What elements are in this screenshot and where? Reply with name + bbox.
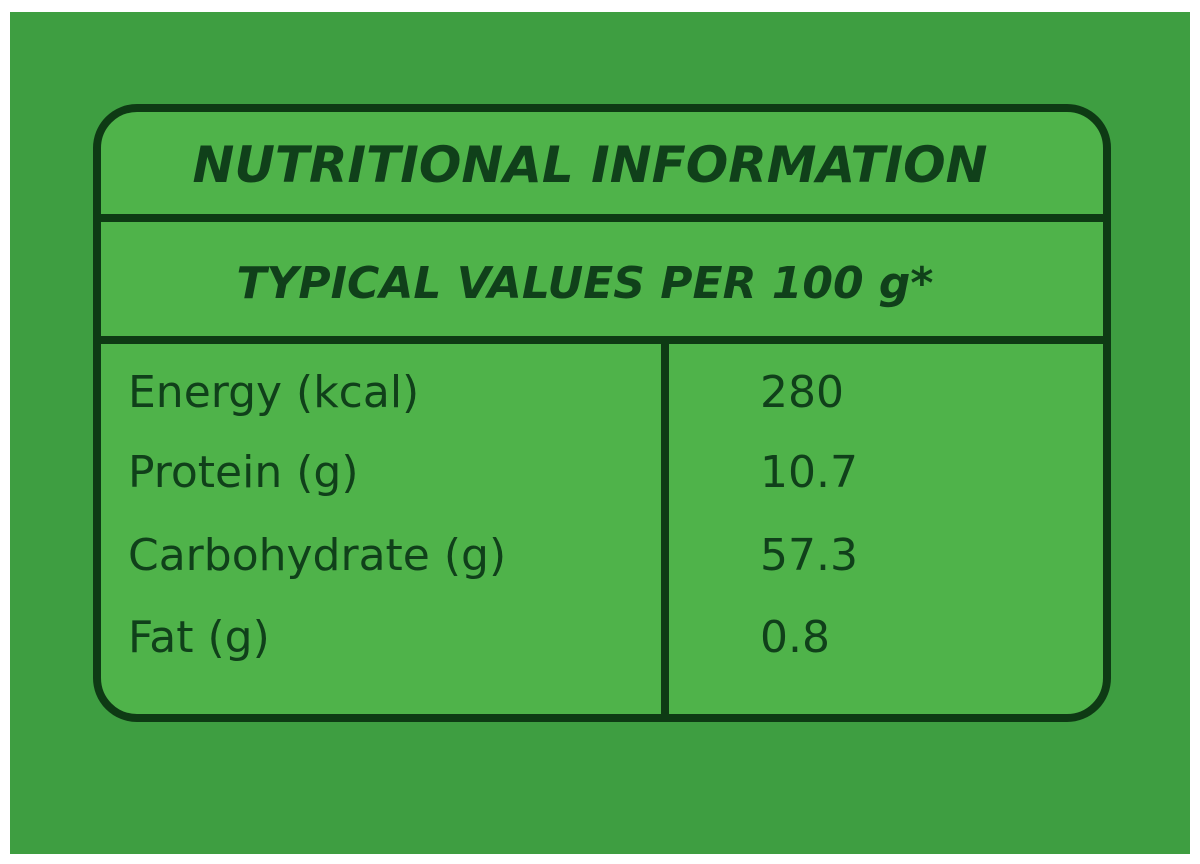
nutrient-value: 280 <box>760 367 844 418</box>
nutrient-value: 10.7 <box>760 447 858 498</box>
nutrient-name: Fat (g) <box>128 612 270 663</box>
nutrient-value: 0.8 <box>760 612 830 663</box>
panel <box>93 104 1111 722</box>
title: NUTRITIONAL INFORMATION <box>192 136 987 194</box>
subtitle: TYPICAL VALUES PER 100 g* <box>237 258 934 309</box>
nutrient-name: Protein (g) <box>128 447 358 498</box>
nutrient-name: Energy (kcal) <box>128 367 419 418</box>
table: Energy (kcal) 280 Protein (g) 10.7 Carbohydr… <box>128 367 858 663</box>
nutrient-value: 57.3 <box>760 530 858 581</box>
nutrient-name: Carbohydrate (g) <box>128 530 506 581</box>
